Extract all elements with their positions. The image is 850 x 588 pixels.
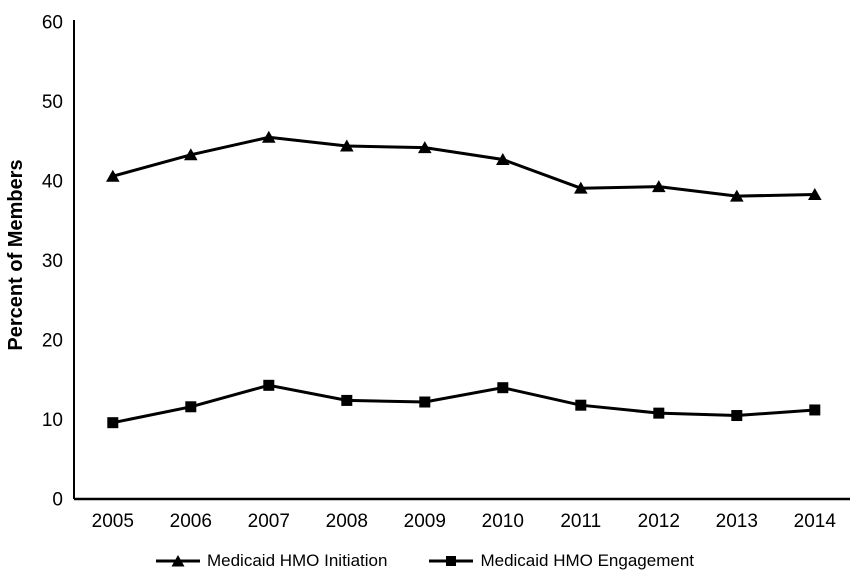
chart-legend: Medicaid HMO Initiation Medicaid HMO Eng… <box>0 551 850 571</box>
y-tick-label-50: 50 <box>42 92 63 113</box>
x-tick-label-2006: 2006 <box>170 511 212 532</box>
marker-square-medicaid-hmo-engagement-2011 <box>575 399 587 411</box>
y-tick-label-10: 10 <box>42 410 63 431</box>
y-tick-label-40: 40 <box>42 172 63 193</box>
x-tick-label-2007: 2007 <box>248 511 290 532</box>
x-tick-label-2008: 2008 <box>326 511 368 532</box>
x-tick-label-2014: 2014 <box>794 511 837 532</box>
marker-triangle-medicaid-hmo-initiation-2014 <box>808 188 822 201</box>
x-tick-label-2010: 2010 <box>482 511 524 532</box>
marker-square-medicaid-hmo-engagement-2006 <box>185 401 197 413</box>
marker-square-medicaid-hmo-engagement-2014 <box>809 404 821 416</box>
legend-label-initiation: Medicaid HMO Initiation <box>206 551 388 570</box>
marker-square-medicaid-hmo-engagement-2007 <box>263 379 275 391</box>
series-line-medicaid-hmo-initiation <box>112 135 815 198</box>
y-tick-label-20: 20 <box>42 331 63 352</box>
y-tick-label-0: 0 <box>52 490 63 511</box>
legend-square-marker-icon <box>429 556 474 566</box>
legend-item-engagement: Medicaid HMO Engagement <box>429 551 694 571</box>
y-tick-label-60: 60 <box>42 13 63 34</box>
marker-square-medicaid-hmo-engagement-2013 <box>731 410 743 422</box>
marker-triangle-medicaid-hmo-initiation-2007 <box>262 130 276 143</box>
series-line-medicaid-hmo-engagement <box>112 383 815 425</box>
marker-square-medicaid-hmo-engagement-2012 <box>653 407 665 419</box>
marker-square-medicaid-hmo-engagement-2009 <box>419 396 431 408</box>
legend-triangle-marker-icon <box>155 555 200 567</box>
marker-triangle-medicaid-hmo-initiation-2013 <box>730 189 744 202</box>
marker-triangle-medicaid-hmo-initiation-2012 <box>652 180 666 193</box>
marker-triangle-medicaid-hmo-initiation-2008 <box>340 139 354 152</box>
marker-triangle-medicaid-hmo-initiation-2006 <box>184 148 198 161</box>
marker-triangle-medicaid-hmo-initiation-2011 <box>574 181 588 194</box>
marker-square-medicaid-hmo-engagement-2008 <box>341 394 353 406</box>
legend-label-engagement: Medicaid HMO Engagement <box>480 551 694 570</box>
legend-item-initiation: Medicaid HMO Initiation <box>155 551 388 571</box>
marker-triangle-medicaid-hmo-initiation-2009 <box>418 141 432 154</box>
y-tick-label-30: 30 <box>42 251 63 272</box>
x-tick-label-2013: 2013 <box>716 511 758 532</box>
x-tick-label-2012: 2012 <box>638 511 680 532</box>
marker-square-medicaid-hmo-engagement-2010 <box>497 382 509 394</box>
marker-triangle-medicaid-hmo-initiation-2010 <box>496 153 510 166</box>
chart-generated-content: 0 10 20 30 40 50 60 2005 2006 2007 2008 2009 2010 201… <box>42 13 850 532</box>
marker-square-medicaid-hmo-engagement-2005 <box>107 417 119 429</box>
marker-triangle-medicaid-hmo-initiation-2005 <box>106 169 120 182</box>
y-axis-title: Percent of Members <box>5 159 27 350</box>
x-tick-label-2011: 2011 <box>560 511 601 532</box>
x-tick-label-2009: 2009 <box>404 511 446 532</box>
x-tick-label-2005: 2005 <box>92 511 134 532</box>
